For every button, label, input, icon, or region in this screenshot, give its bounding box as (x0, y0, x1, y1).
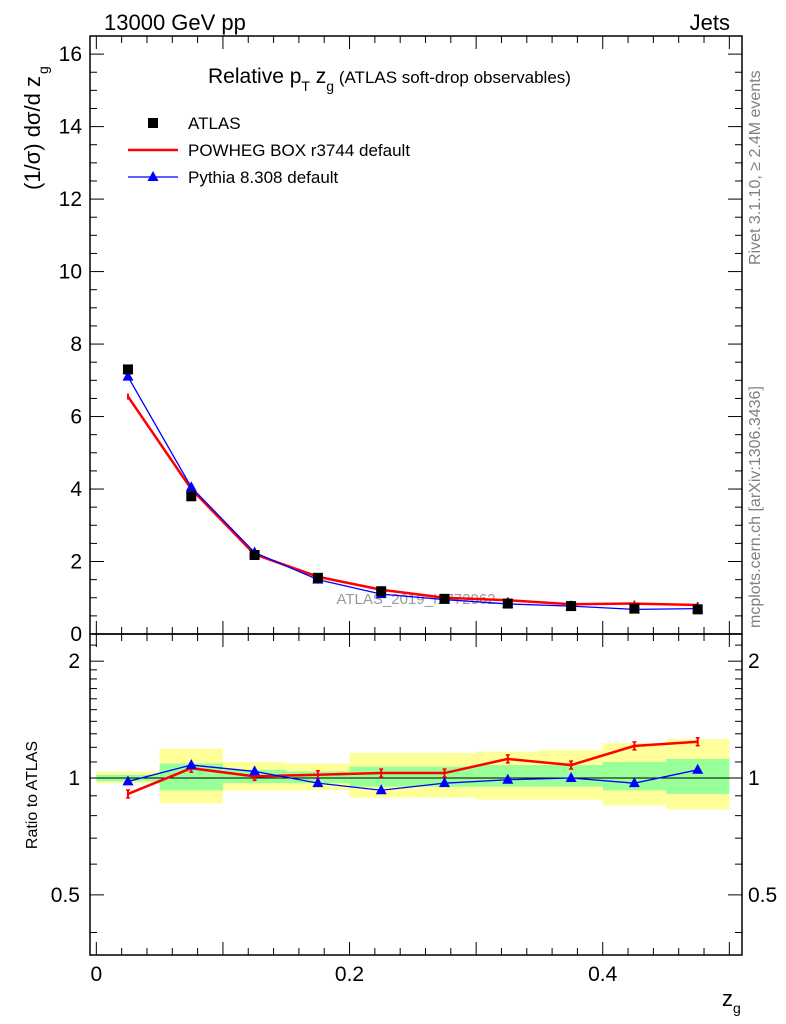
y-tick-label: 2 (70, 551, 82, 574)
data-point-atlas (186, 491, 197, 502)
legend-label: ATLAS (188, 114, 241, 133)
y-tick-label: 12 (59, 188, 82, 211)
y-tick-label: 16 (59, 43, 82, 66)
y-tick-label: 0 (70, 623, 82, 646)
ratio-frame (89, 633, 743, 956)
rivet-label: Rivet 3.1.10, ≥ 2.4M events (747, 70, 764, 265)
ratio-point-pythia (438, 777, 450, 788)
legend-label: POWHEG BOX r3744 default (188, 141, 410, 160)
ratio-point-pythia (185, 759, 197, 770)
ratio-point-pythia (565, 772, 577, 783)
y-tick-label: 14 (59, 116, 83, 139)
ratio-point-pythia (312, 777, 324, 788)
ratio-line-powheg (127, 740, 698, 796)
data-point-atlas (692, 604, 703, 615)
header-right: Jets (690, 10, 730, 35)
x-tick-label: 0 (90, 963, 102, 986)
ratio-tick-label: 2 (68, 650, 80, 673)
legend-marker-pythia (147, 171, 159, 181)
ratio-tick-label: 0.5 (51, 884, 80, 907)
ratio-point-pythia (502, 773, 514, 784)
data-point-atlas (249, 549, 260, 560)
data-point-atlas (122, 364, 133, 375)
main-plot-content (122, 364, 704, 615)
data-point-atlas (502, 598, 513, 609)
series-line-powheg (126, 395, 698, 607)
data-point-atlas (629, 603, 640, 614)
legend-marker-atlas (148, 118, 158, 128)
data-point-atlas (566, 601, 577, 612)
data-point-pythia (185, 481, 197, 492)
y-tick-label: 8 (70, 333, 82, 356)
y-axis-label: (1/σ) dσ/d zg (20, 66, 51, 190)
data-point-atlas (312, 572, 323, 583)
ratio-tick-label-right: 0.5 (748, 884, 777, 907)
data-point-atlas (376, 586, 387, 597)
plot-title: Relative pT zg (ATLAS soft-drop observab… (208, 65, 571, 94)
y-tick-label: 6 (70, 406, 82, 429)
legend: ATLAS POWHEG BOX r3744 default Pythia 8.30… (128, 114, 410, 187)
y-tick-label: 4 (70, 478, 82, 501)
ratio-tick-label-right: 1 (748, 767, 760, 790)
ratio-point-pythia (692, 763, 704, 774)
legend-label: Pythia 8.308 default (188, 168, 339, 187)
ratio-point-pythia (375, 784, 387, 795)
y-tick-label: 10 (59, 261, 82, 284)
header-left: 13000 GeV pp (104, 10, 246, 35)
x-tick-label: 0.2 (335, 963, 364, 986)
ratio-tick-label-right: 2 (748, 650, 760, 673)
x-axis-label: zg (722, 986, 741, 1016)
ratio-line-pythia (127, 764, 698, 791)
ratio-point-pythia (122, 775, 134, 786)
ratio-point-pythia (249, 765, 261, 776)
series-line-pythia (127, 376, 698, 611)
ratio-axis-label: Ratio to ATLAS (24, 741, 41, 849)
data-point-atlas (439, 593, 450, 604)
x-tick-label: 0.4 (588, 963, 618, 986)
ratio-plot-content (90, 737, 742, 810)
ratio-point-pythia (628, 777, 640, 788)
mcplots-label: mcplots.cern.ch [arXiv:1306.3436] (747, 386, 764, 628)
ratio-tick-label: 1 (68, 767, 80, 790)
data-point-pythia (122, 370, 134, 381)
